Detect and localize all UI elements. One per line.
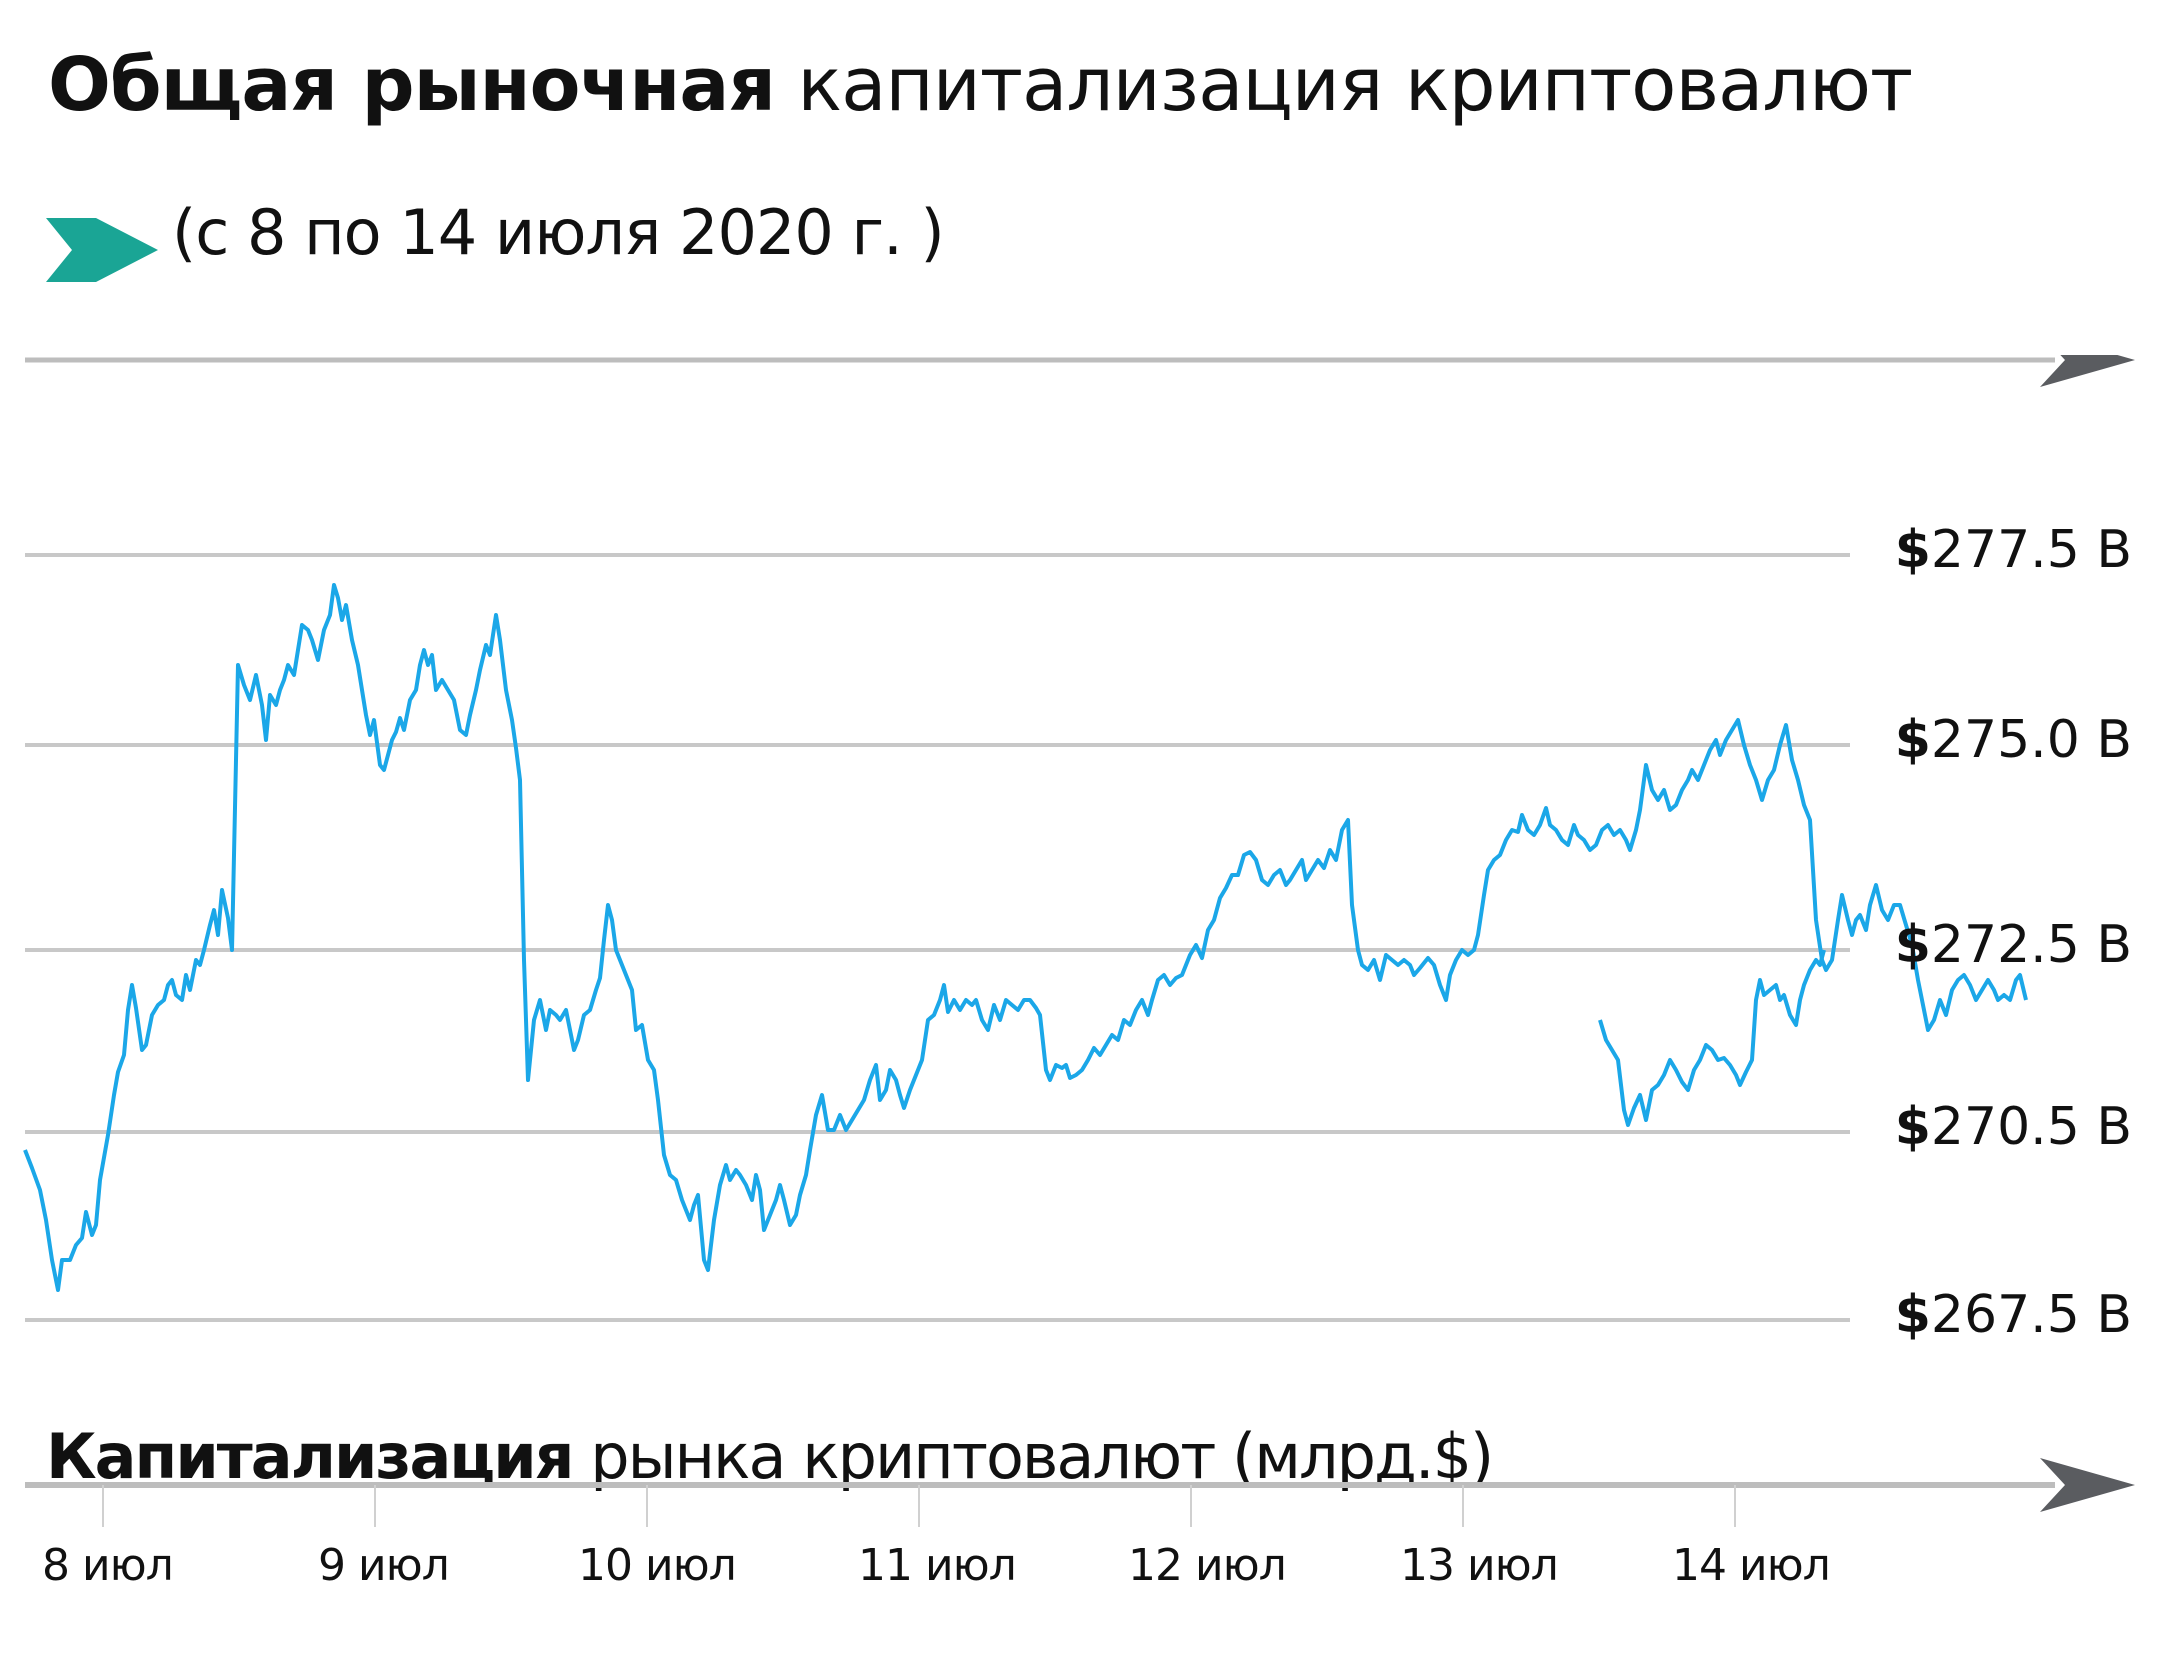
market-cap-line-end — [1598, 949, 1826, 1127]
chart-title-regular: капитализация криптовалют — [774, 42, 1913, 128]
x-axis-label-0: 8 июл — [42, 1540, 174, 1591]
x-axis-label-1: 9 июл — [318, 1540, 450, 1591]
y-axis-label-2: $272.5 B — [1894, 915, 2132, 975]
top-axis-arrow — [25, 355, 2135, 387]
chart-title-bold: Общая рыночная — [48, 42, 776, 128]
x-axis-label-3: 11 июл — [858, 1540, 1017, 1591]
y-axis-label-0: $277.5 B — [1894, 520, 2132, 580]
gridlines — [25, 553, 1850, 1322]
y-axis-label-1: $275.0 B — [1894, 710, 2132, 770]
y-axis-label-4: $267.5 B — [1894, 1285, 2132, 1345]
x-axis-caption: Капитализация рынка криптовалют (млрд.$) — [46, 1420, 1494, 1493]
chart-subtitle: (с 8 по 14 июля 2020 г. ) — [172, 196, 945, 269]
x-axis-label-2: 10 июл — [578, 1540, 737, 1591]
x-axis-label-5: 13 июл — [1400, 1540, 1559, 1591]
market-cap-line — [23, 583, 2028, 1292]
x-axis-label-6: 14 июл — [1672, 1540, 1831, 1591]
y-axis-label-3: $270.5 B — [1894, 1097, 2132, 1157]
teal-arrow-icon — [46, 218, 158, 282]
chart-title: Общая рыночная капитализация криптовалют — [48, 42, 1913, 128]
x-axis-label-4: 12 июл — [1128, 1540, 1287, 1591]
x-axis-arrow — [25, 1458, 2135, 1527]
